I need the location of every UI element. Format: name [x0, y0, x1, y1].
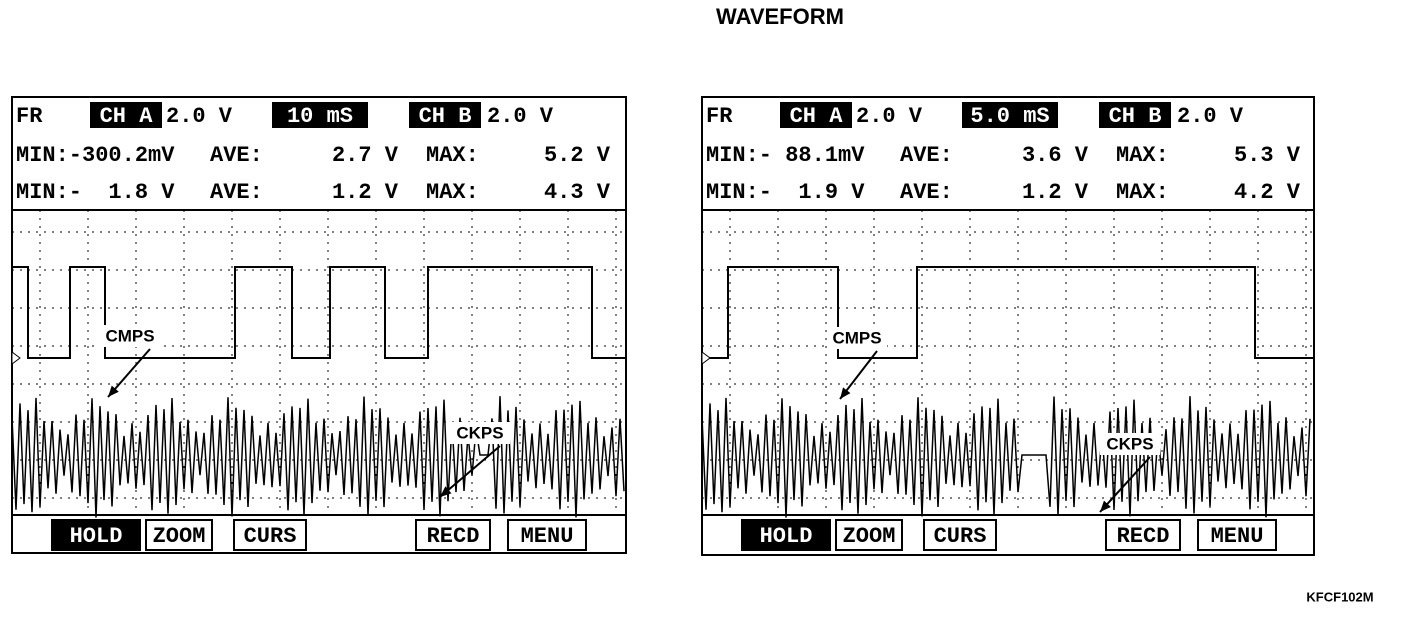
cmps-waveform	[12, 266, 626, 359]
max-value: 4.2 V	[1234, 180, 1301, 205]
softkey-label: ZOOM	[153, 524, 206, 549]
softkey-button	[1105, 519, 1181, 551]
channel-a-bg	[780, 102, 852, 128]
softkey-label: HOLD	[70, 524, 123, 549]
channel-b-scale: 2.0 V	[487, 104, 554, 129]
softkey-label: ZOOM	[843, 524, 896, 549]
mode-label: FR	[706, 104, 733, 129]
min-value: MIN:- 88.1mV	[706, 143, 865, 168]
signal-label: CKPS	[456, 423, 503, 442]
min-value: MIN:-300.2mV	[16, 143, 175, 168]
channel-a: CH A	[790, 104, 844, 129]
arrow-head	[108, 385, 119, 397]
ave-label: AVE:	[210, 143, 263, 168]
max-label: MAX:	[1116, 180, 1169, 205]
label-arrow	[1099, 456, 1151, 513]
ground-marker	[701, 351, 711, 365]
ave-label: AVE:	[210, 180, 263, 205]
softkey-button	[145, 519, 213, 551]
channel-b-bg	[409, 102, 481, 128]
min-value: MIN:- 1.8 V	[16, 180, 175, 205]
signal-label: CMPS	[832, 328, 881, 347]
ave-value: 1.2 V	[1022, 180, 1089, 205]
channel-b: CH B	[419, 104, 472, 129]
softkey-button	[51, 519, 141, 551]
channel-b-bg	[1099, 102, 1171, 128]
figure-code: KFCF102M	[1306, 589, 1373, 604]
label-arrow	[439, 445, 501, 498]
softkey-button	[507, 519, 587, 551]
mode-label: FR	[16, 104, 43, 129]
channel-a-scale: 2.0 V	[166, 104, 233, 129]
ave-value: 2.7 V	[332, 143, 399, 168]
max-value: 5.3 V	[1234, 143, 1301, 168]
softkey-button	[741, 519, 831, 551]
softkey-label: MENU	[521, 524, 574, 549]
time-base: 5.0 mS	[970, 104, 1049, 129]
scope-screen: FR CH A 2.0 V 5.0 mS CH B 2.0 V MIN:- 88.1mV AV…	[701, 96, 1315, 556]
softkey-label: RECD	[427, 524, 480, 549]
channel-b-scale: 2.0 V	[1177, 104, 1244, 129]
softkey-button	[1197, 519, 1277, 551]
page-title: WAVEFORM	[716, 4, 844, 29]
max-value: 5.2 V	[544, 143, 611, 168]
softkey-label: MENU	[1211, 524, 1264, 549]
ave-value: 1.2 V	[332, 180, 399, 205]
label-bg	[100, 325, 160, 347]
ave-label: AVE:	[900, 180, 953, 205]
softkey-button	[233, 519, 307, 551]
label-bg	[1100, 433, 1160, 455]
max-label: MAX:	[426, 143, 479, 168]
label-bg	[827, 327, 887, 349]
max-label: MAX:	[1116, 143, 1169, 168]
signal-label: CMPS	[105, 326, 154, 345]
softkey-label: CURS	[244, 524, 297, 549]
channel-a: CH A	[100, 104, 154, 129]
scope-screen: FR CH A 2.0 V 10 mS CH B 2.0 V MIN:-300.2mV AVE…	[11, 96, 627, 554]
ground-marker	[11, 351, 21, 365]
min-value: MIN:- 1.9 V	[706, 180, 865, 205]
arrow-head	[440, 486, 452, 497]
label-bg	[450, 422, 510, 444]
arrow-head	[840, 387, 851, 399]
softkey-label: CURS	[934, 524, 987, 549]
softkey-button	[415, 519, 491, 551]
channel-a-scale: 2.0 V	[856, 104, 923, 129]
softkey-label: HOLD	[760, 524, 813, 549]
cmps-waveform	[702, 266, 1314, 359]
channel-b: CH B	[1109, 104, 1162, 129]
max-value: 4.3 V	[544, 180, 611, 205]
ave-value: 3.6 V	[1022, 143, 1089, 168]
time-base-bg	[272, 102, 368, 128]
time-base: 10 mS	[287, 104, 353, 129]
softkey-button	[835, 519, 903, 551]
ckps-waveform	[11, 396, 625, 518]
softkey-button	[923, 519, 997, 551]
ave-label: AVE:	[900, 143, 953, 168]
signal-label: CKPS	[1106, 434, 1153, 453]
max-label: MAX:	[426, 180, 479, 205]
softkey-label: RECD	[1117, 524, 1170, 549]
ckps-waveform	[701, 396, 1311, 518]
time-base-bg	[962, 102, 1058, 128]
channel-a-bg	[90, 102, 162, 128]
arrow-head	[1100, 500, 1111, 512]
